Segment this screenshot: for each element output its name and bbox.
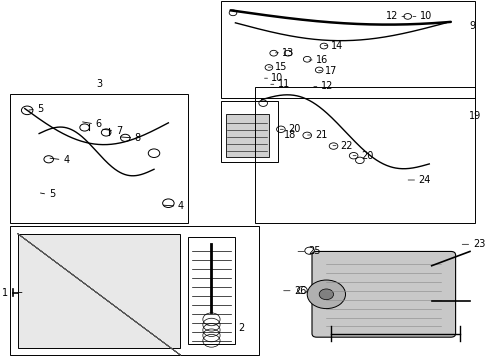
Circle shape bbox=[306, 280, 345, 309]
Text: 12: 12 bbox=[385, 12, 397, 21]
Text: 9: 9 bbox=[468, 21, 474, 31]
FancyBboxPatch shape bbox=[311, 251, 455, 337]
Text: 18: 18 bbox=[284, 130, 296, 140]
Text: 15: 15 bbox=[275, 62, 287, 72]
Text: 16: 16 bbox=[315, 55, 327, 65]
Text: 11: 11 bbox=[277, 79, 289, 89]
Circle shape bbox=[319, 289, 333, 300]
Text: 23: 23 bbox=[472, 239, 484, 249]
Text: 4: 4 bbox=[178, 201, 183, 211]
Text: 22: 22 bbox=[340, 141, 352, 151]
Text: 5: 5 bbox=[49, 189, 55, 199]
Text: 14: 14 bbox=[330, 41, 343, 51]
Text: 10: 10 bbox=[271, 73, 283, 83]
Text: 2: 2 bbox=[237, 323, 244, 333]
Text: 7: 7 bbox=[116, 126, 122, 136]
Bar bbox=[221, 102, 278, 162]
Text: 24: 24 bbox=[418, 175, 430, 185]
Text: 20: 20 bbox=[287, 124, 300, 134]
Bar bbox=[187, 237, 235, 344]
Text: 5: 5 bbox=[37, 104, 43, 114]
Text: 12: 12 bbox=[320, 81, 332, 91]
Text: 4: 4 bbox=[63, 155, 69, 165]
Text: 21: 21 bbox=[315, 130, 327, 140]
Text: 19: 19 bbox=[468, 111, 480, 121]
Text: 8: 8 bbox=[135, 133, 141, 143]
Bar bbox=[221, 1, 474, 98]
Bar bbox=[225, 114, 268, 157]
Text: 3: 3 bbox=[96, 78, 102, 89]
Text: 1: 1 bbox=[2, 288, 8, 297]
Text: 20: 20 bbox=[360, 151, 372, 161]
Text: 25: 25 bbox=[308, 247, 321, 256]
Bar bbox=[10, 94, 187, 223]
Text: 10: 10 bbox=[419, 12, 431, 21]
Text: 13: 13 bbox=[282, 48, 294, 58]
Text: 6: 6 bbox=[96, 119, 102, 129]
Text: 17: 17 bbox=[325, 66, 337, 76]
Bar bbox=[10, 226, 259, 355]
Bar bbox=[18, 234, 180, 348]
Bar bbox=[254, 87, 474, 223]
Text: 26: 26 bbox=[294, 286, 306, 296]
